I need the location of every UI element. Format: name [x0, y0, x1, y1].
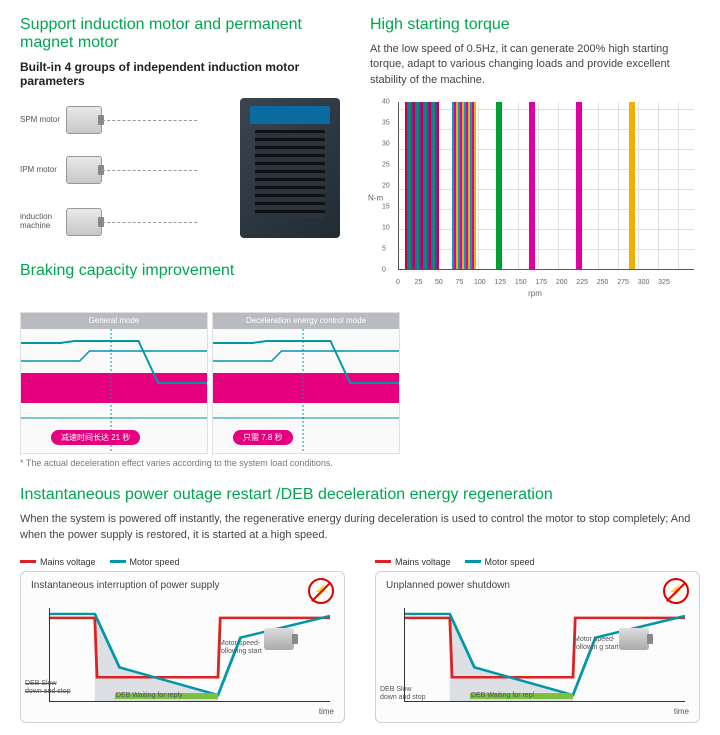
deb-time-label: time — [674, 707, 689, 716]
power-off-icon — [663, 578, 689, 604]
torque-xtick: 250 — [597, 279, 609, 286]
torque-ytick: 25 — [382, 162, 390, 169]
section2-heading: High starting torque — [370, 16, 700, 34]
motor-label: SPM motor — [20, 116, 60, 125]
torque-ytick: 35 — [382, 120, 390, 127]
section2-body: At the low speed of 0.5Hz, it can genera… — [370, 42, 700, 88]
deb-legend: Mains voltage Motor speed — [375, 557, 700, 567]
section4-heading: Instantaneous power outage restart /DEB … — [20, 486, 700, 504]
legend-item: Mains voltage — [375, 557, 451, 567]
deb-axes — [404, 608, 685, 702]
torque-xtick: 225 — [576, 279, 588, 286]
motor-label: IPM motor — [20, 166, 60, 175]
deb-legend: Mains voltage Motor speed — [20, 557, 345, 567]
motor-figure: SPM motor IPM motor induction machine — [20, 98, 350, 258]
motor-icon — [66, 106, 102, 134]
deb-anno-label: DEB Slow down and stop — [380, 686, 430, 701]
brake-panel-1: Deceleration energy control mode只需 7.8 秒 — [212, 312, 400, 454]
deb-chart-title: Instantaneous interruption of power supp… — [31, 580, 219, 591]
torque-xtick: 200 — [556, 279, 568, 286]
torque-xtick: 100 — [474, 279, 486, 286]
deb-anno-label: Motor speed-followin g start — [574, 636, 622, 651]
torque-series — [452, 102, 476, 269]
legend-label: Motor speed — [130, 557, 180, 567]
section1-sub: Built-in 4 groups of independent inducti… — [20, 60, 350, 88]
motor-icon — [66, 208, 102, 236]
deb-col-1: Mains voltage Motor speed Unplanned power … — [375, 553, 700, 723]
deb-chart: Unplanned power shutdown DEB Slow down an… — [375, 571, 700, 723]
brake-panel-0: General mode减速时间长达 21 秒 — [20, 312, 208, 454]
torque-xtick: 325 — [658, 279, 670, 286]
torque-ytick: 10 — [382, 225, 390, 232]
deb-col-0: Mains voltage Motor speed Instantaneous in… — [20, 553, 345, 723]
torque-series — [496, 102, 502, 269]
section4-body: When the system is powered off instantly… — [20, 512, 700, 543]
torque-xtick: 150 — [515, 279, 527, 286]
section3-heading: Braking capacity improvement — [20, 262, 350, 280]
brake-badge: 减速时间长达 21 秒 — [51, 430, 140, 445]
torque-xtick: 75 — [455, 279, 463, 286]
torque-xtick: 125 — [494, 279, 506, 286]
legend-item: Motor speed — [465, 557, 535, 567]
torque-series — [405, 102, 439, 269]
deb-chart-title: Unplanned power shutdown — [386, 580, 510, 591]
section1-heading: Support induction motor and permanent ma… — [20, 16, 350, 52]
legend-label: Motor speed — [485, 557, 535, 567]
torque-ytick: 5 — [382, 246, 386, 253]
motor-item-0: SPM motor — [20, 106, 102, 134]
legend-item: Mains voltage — [20, 557, 96, 567]
torque-ytick: 15 — [382, 204, 390, 211]
torque-series — [529, 102, 535, 269]
motor-item-2: induction machine — [20, 208, 102, 236]
deb-anno-label: DEB Waiting for repl — [471, 692, 551, 700]
torque-xtick: 300 — [638, 279, 650, 286]
legend-item: Motor speed — [110, 557, 180, 567]
torque-ytick: 0 — [382, 267, 386, 274]
motor-icon — [264, 628, 294, 650]
torque-xtick: 50 — [435, 279, 443, 286]
motor-icon — [66, 156, 102, 184]
vfd-drive — [240, 98, 340, 238]
legend-label: Mains voltage — [40, 557, 96, 567]
braking-footnote: * The actual deceleration effect varies … — [20, 458, 700, 468]
brake-badge: 只需 7.8 秒 — [233, 430, 293, 445]
torque-ytick: 30 — [382, 141, 390, 148]
torque-ytick: 40 — [382, 99, 390, 106]
torque-ylabel: N-m — [368, 194, 383, 203]
torque-xtick: 275 — [617, 279, 629, 286]
motor-label: induction machine — [20, 213, 60, 231]
torque-xtick: 0 — [396, 279, 400, 286]
torque-series — [629, 102, 635, 269]
torque-xtick: 25 — [415, 279, 423, 286]
deb-anno-label: DEB Slow down and stop — [25, 680, 75, 695]
deb-anno-label: Motor speed-following start — [219, 640, 267, 655]
torque-chart: N-m rpm 02550751001251501752002252502753… — [370, 98, 700, 298]
braking-figure: General mode减速时间长达 21 秒Deceleration ener… — [20, 312, 400, 454]
deb-axes — [49, 608, 330, 702]
torque-xtick: 175 — [535, 279, 547, 286]
deb-chart: Instantaneous interruption of power supp… — [20, 571, 345, 723]
motor-item-1: IPM motor — [20, 156, 102, 184]
torque-series — [576, 102, 582, 269]
motor-icon — [619, 628, 649, 650]
deb-time-label: time — [319, 707, 334, 716]
deb-anno-label: DEB Waiting for reply — [116, 692, 196, 700]
torque-xlabel: rpm — [528, 289, 542, 298]
power-off-icon — [308, 578, 334, 604]
legend-label: Mains voltage — [395, 557, 451, 567]
torque-ytick: 20 — [382, 183, 390, 190]
